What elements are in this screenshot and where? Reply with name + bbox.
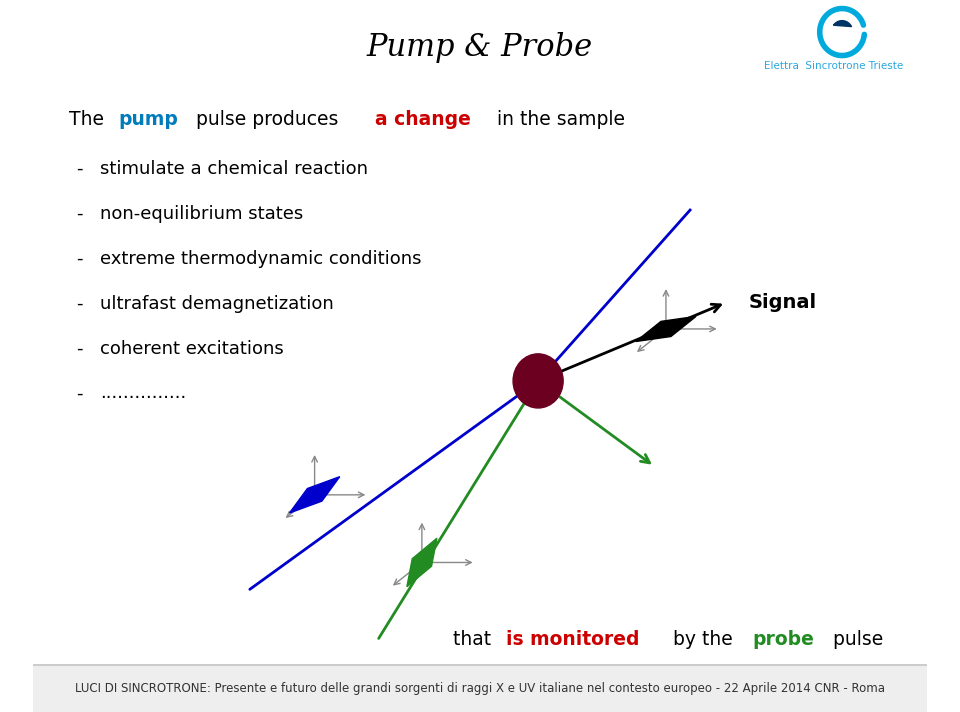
Text: non-equilibrium states: non-equilibrium states bbox=[100, 205, 303, 223]
Text: -: - bbox=[76, 205, 83, 223]
Text: pump: pump bbox=[118, 110, 178, 130]
Bar bbox=[33, 666, 927, 712]
Polygon shape bbox=[290, 476, 340, 513]
Text: probe: probe bbox=[753, 630, 815, 649]
Text: stimulate a chemical reaction: stimulate a chemical reaction bbox=[100, 160, 368, 178]
Text: is monitored: is monitored bbox=[506, 630, 639, 649]
Text: The: The bbox=[69, 110, 109, 130]
Text: extreme thermodynamic conditions: extreme thermodynamic conditions bbox=[100, 250, 421, 268]
Ellipse shape bbox=[513, 354, 564, 408]
Text: -: - bbox=[76, 384, 83, 402]
Text: Signal: Signal bbox=[748, 293, 816, 312]
Polygon shape bbox=[833, 21, 852, 26]
Text: Pump & Probe: Pump & Probe bbox=[367, 32, 593, 63]
Polygon shape bbox=[407, 538, 437, 587]
Text: ...............: ............... bbox=[100, 384, 186, 402]
Text: pulse: pulse bbox=[828, 630, 883, 649]
Text: -: - bbox=[76, 250, 83, 268]
Text: LUCI DI SINCROTRONE: Presente e futuro delle grandi sorgenti di raggi X e UV ita: LUCI DI SINCROTRONE: Presente e futuro d… bbox=[75, 682, 885, 695]
Text: a change: a change bbox=[375, 110, 471, 130]
Bar bbox=[33, 664, 927, 666]
Text: -: - bbox=[76, 160, 83, 178]
Text: coherent excitations: coherent excitations bbox=[100, 340, 284, 357]
Polygon shape bbox=[636, 316, 696, 342]
Text: -: - bbox=[76, 295, 83, 313]
Text: Elettra  Sincrotrone Trieste: Elettra Sincrotrone Trieste bbox=[763, 61, 902, 70]
Text: -: - bbox=[76, 340, 83, 357]
Text: that: that bbox=[453, 630, 497, 649]
Text: pulse produces: pulse produces bbox=[190, 110, 345, 130]
Text: ultrafast demagnetization: ultrafast demagnetization bbox=[100, 295, 334, 313]
Text: in the sample: in the sample bbox=[491, 110, 625, 130]
Text: by the: by the bbox=[666, 630, 738, 649]
